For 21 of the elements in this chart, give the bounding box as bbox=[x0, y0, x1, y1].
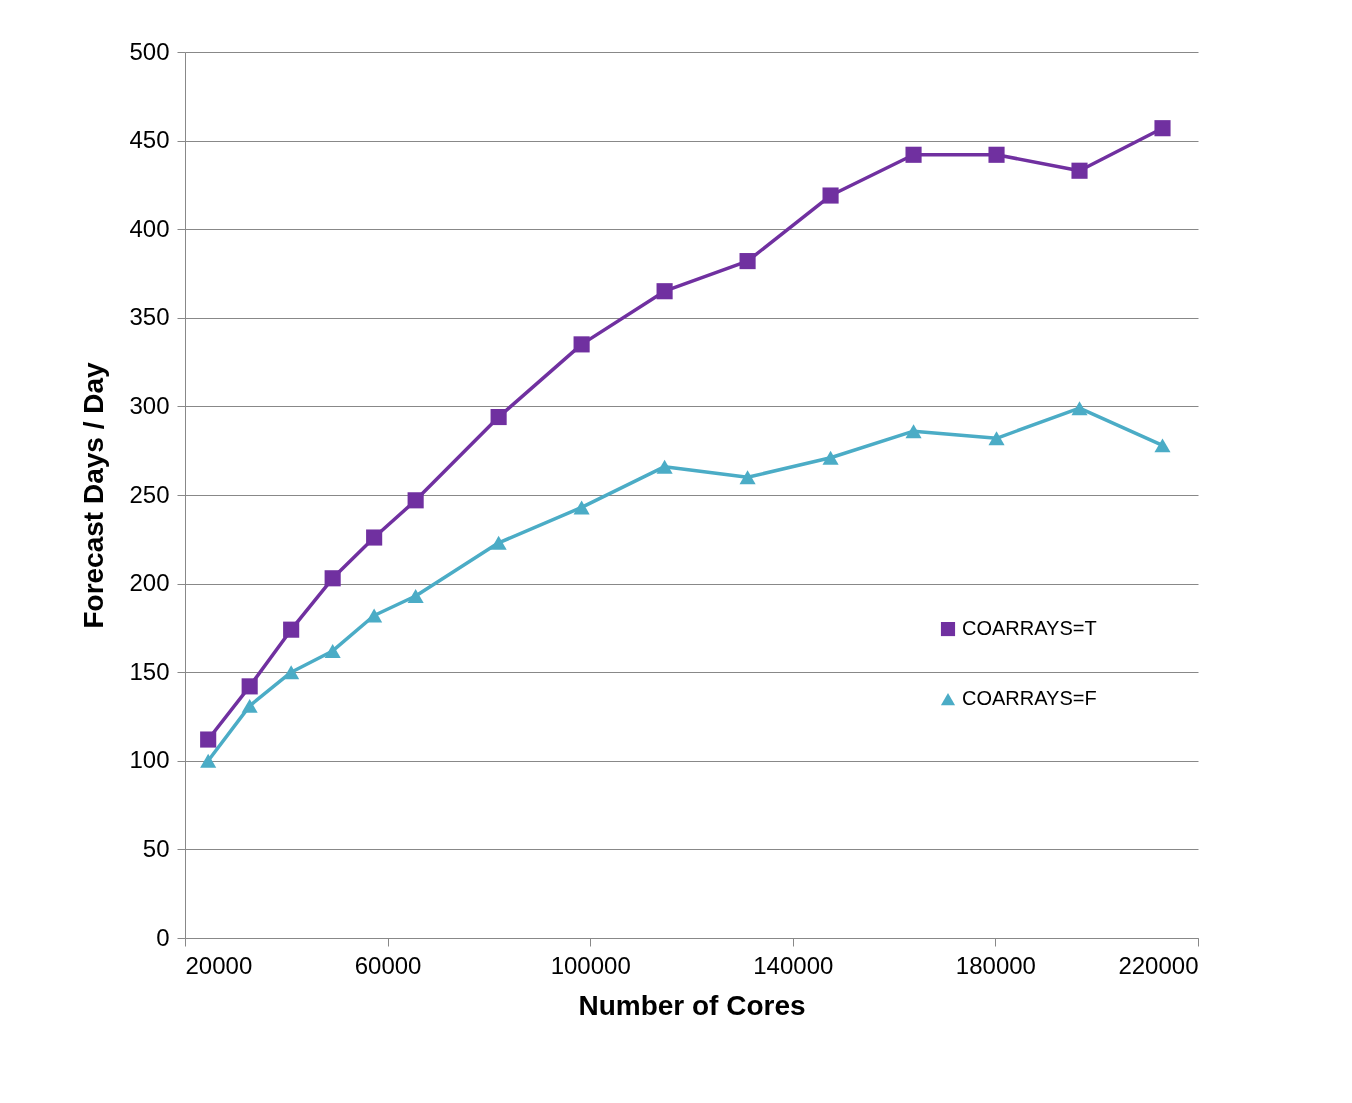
y-tick-label: 300 bbox=[129, 391, 170, 419]
y-tick-label: 0 bbox=[156, 923, 170, 951]
y-tick-label: 100 bbox=[129, 746, 170, 774]
y-tick-label: 150 bbox=[129, 657, 170, 685]
x-tick-label: 60000 bbox=[354, 951, 422, 979]
x-tick-label: 20000 bbox=[185, 951, 253, 979]
x-tick-label: 220000 bbox=[1118, 951, 1199, 979]
x-tick-label: 140000 bbox=[753, 951, 834, 979]
legend-label: COARRAYS=T bbox=[962, 617, 1097, 640]
y-tick-label: 350 bbox=[129, 303, 170, 331]
y-tick-label: 400 bbox=[129, 214, 170, 242]
x-axis-title: Number of Cores bbox=[578, 989, 806, 1021]
x-tick-label: 100000 bbox=[550, 951, 631, 979]
y-tick-label: 450 bbox=[129, 126, 170, 154]
y-axis-title: Forecast Days / Day bbox=[78, 362, 110, 629]
y-tick-label: 250 bbox=[129, 480, 170, 508]
legend-label: COARRAYS=F bbox=[962, 687, 1097, 710]
y-tick-label: 200 bbox=[129, 569, 170, 597]
y-tick-label: 50 bbox=[142, 834, 170, 862]
x-tick-label: 180000 bbox=[955, 951, 1036, 979]
y-tick-label: 500 bbox=[129, 37, 170, 65]
